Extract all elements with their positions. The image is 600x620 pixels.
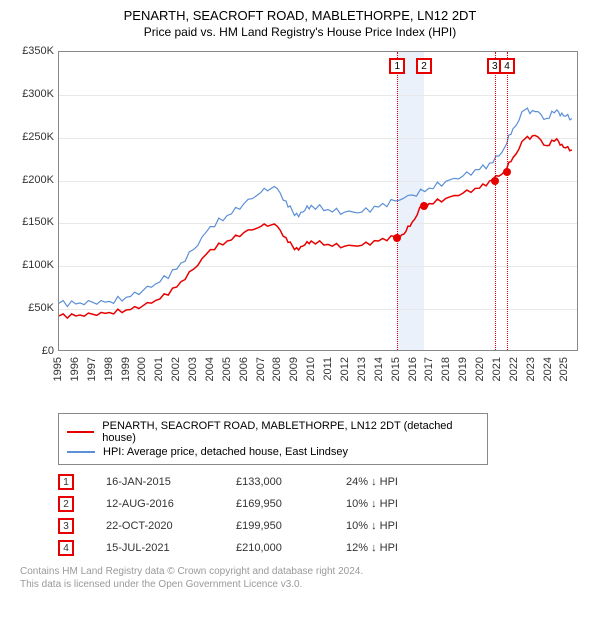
sale-dot	[393, 234, 401, 242]
ytick-label: £0	[10, 345, 54, 357]
sales-marker: 4	[58, 540, 74, 556]
chart-title: PENARTH, SEACROFT ROAD, MABLETHORPE, LN1…	[10, 8, 590, 23]
footer-attribution: Contains HM Land Registry data © Crown c…	[20, 565, 590, 591]
ytick-label: £50K	[10, 302, 54, 314]
line-layer	[59, 52, 577, 350]
xtick-label: 2022	[508, 357, 520, 381]
xtick-label: 2014	[373, 357, 385, 381]
xtick-label: 2012	[339, 357, 351, 381]
sales-table: 1 16-JAN-2015£133,00024% ↓ HPI 2 12-AUG-201…	[58, 471, 590, 559]
sales-delta: 10% ↓ HPI	[346, 520, 456, 532]
legend: PENARTH, SEACROFT ROAD, MABLETHORPE, LN1…	[58, 413, 488, 465]
xtick-label: 2016	[407, 357, 419, 381]
sales-delta: 12% ↓ HPI	[346, 542, 456, 554]
xtick-label: 1995	[52, 357, 64, 381]
ytick-label: £150K	[10, 216, 54, 228]
ytick-label: £300K	[10, 88, 54, 100]
sales-date: 16-JAN-2015	[106, 476, 236, 488]
xtick-label: 2001	[153, 357, 165, 381]
ytick-label: £100K	[10, 259, 54, 271]
marker-box: 1	[389, 58, 405, 74]
xtick-label: 2024	[542, 357, 554, 381]
sales-date: 12-AUG-2016	[106, 498, 236, 510]
legend-label: HPI: Average price, detached house, East…	[103, 446, 348, 458]
xtick-label: 2002	[170, 357, 182, 381]
xtick-label: 2023	[525, 357, 537, 381]
xtick-label: 2008	[271, 357, 283, 381]
ytick-label: £200K	[10, 174, 54, 186]
sales-price: £169,950	[236, 498, 346, 510]
xtick-label: 2009	[288, 357, 300, 381]
ytick-label: £350K	[10, 45, 54, 57]
sales-price: £133,000	[236, 476, 346, 488]
plot-region: 1234	[58, 51, 578, 351]
marker-box: 2	[416, 58, 432, 74]
xtick-label: 2018	[440, 357, 452, 381]
chart-container: PENARTH, SEACROFT ROAD, MABLETHORPE, LN1…	[0, 0, 600, 601]
xtick-label: 2017	[423, 357, 435, 381]
legend-row: PENARTH, SEACROFT ROAD, MABLETHORPE, LN1…	[67, 419, 479, 445]
xtick-label: 2025	[558, 357, 570, 381]
sales-delta: 24% ↓ HPI	[346, 476, 456, 488]
xtick-label: 2019	[457, 357, 469, 381]
xtick-label: 2005	[221, 357, 233, 381]
xtick-label: 2015	[390, 357, 402, 381]
marker-vline	[507, 52, 508, 350]
xtick-label: 2003	[187, 357, 199, 381]
xtick-label: 1999	[120, 357, 132, 381]
legend-row: HPI: Average price, detached house, East…	[67, 445, 479, 459]
legend-swatch	[67, 451, 95, 453]
xtick-label: 2006	[238, 357, 250, 381]
sales-date: 15-JUL-2021	[106, 542, 236, 554]
ytick-label: £250K	[10, 131, 54, 143]
sales-date: 22-OCT-2020	[106, 520, 236, 532]
xtick-label: 2010	[305, 357, 317, 381]
xtick-label: 2007	[255, 357, 267, 381]
sales-marker: 1	[58, 474, 74, 490]
sales-price: £210,000	[236, 542, 346, 554]
marker-box: 4	[499, 58, 515, 74]
legend-label: PENARTH, SEACROFT ROAD, MABLETHORPE, LN1…	[102, 420, 479, 444]
chart-area: 1234 £0 £50K £100K £150K £200K £250K £300K £350…	[10, 47, 590, 407]
sales-delta: 10% ↓ HPI	[346, 498, 456, 510]
sale-dot	[420, 202, 428, 210]
xtick-label: 2020	[474, 357, 486, 381]
marker-vline	[397, 52, 398, 350]
legend-swatch	[67, 431, 94, 433]
footer-line2: This data is licensed under the Open Gov…	[20, 578, 590, 591]
sales-row: 3 22-OCT-2020£199,95010% ↓ HPI	[58, 515, 590, 537]
footer-line1: Contains HM Land Registry data © Crown c…	[20, 565, 590, 578]
sales-marker: 2	[58, 496, 74, 512]
sale-dot	[491, 177, 499, 185]
sales-row: 1 16-JAN-2015£133,00024% ↓ HPI	[58, 471, 590, 493]
sales-row: 4 15-JUL-2021£210,00012% ↓ HPI	[58, 537, 590, 559]
xtick-label: 2011	[322, 357, 334, 381]
xtick-label: 2000	[136, 357, 148, 381]
sales-marker: 3	[58, 518, 74, 534]
marker-vline	[495, 52, 496, 350]
xtick-label: 1998	[103, 357, 115, 381]
xtick-label: 2021	[491, 357, 503, 381]
xtick-label: 1996	[69, 357, 81, 381]
xtick-label: 1997	[86, 357, 98, 381]
xtick-label: 2013	[356, 357, 368, 381]
sales-row: 2 12-AUG-2016£169,95010% ↓ HPI	[58, 493, 590, 515]
xtick-label: 2004	[204, 357, 216, 381]
sales-price: £199,950	[236, 520, 346, 532]
chart-subtitle: Price paid vs. HM Land Registry's House …	[10, 25, 590, 39]
sale-dot	[503, 168, 511, 176]
